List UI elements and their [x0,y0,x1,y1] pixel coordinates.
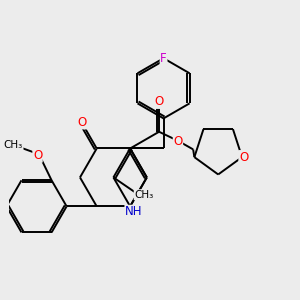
Text: O: O [78,116,87,129]
Text: F: F [160,52,167,65]
Text: O: O [33,149,42,162]
Text: CH₃: CH₃ [4,140,23,150]
Text: NH: NH [125,205,142,218]
Text: CH₃: CH₃ [134,190,154,200]
Text: O: O [173,135,183,148]
Text: O: O [239,151,248,164]
Text: O: O [154,95,164,108]
